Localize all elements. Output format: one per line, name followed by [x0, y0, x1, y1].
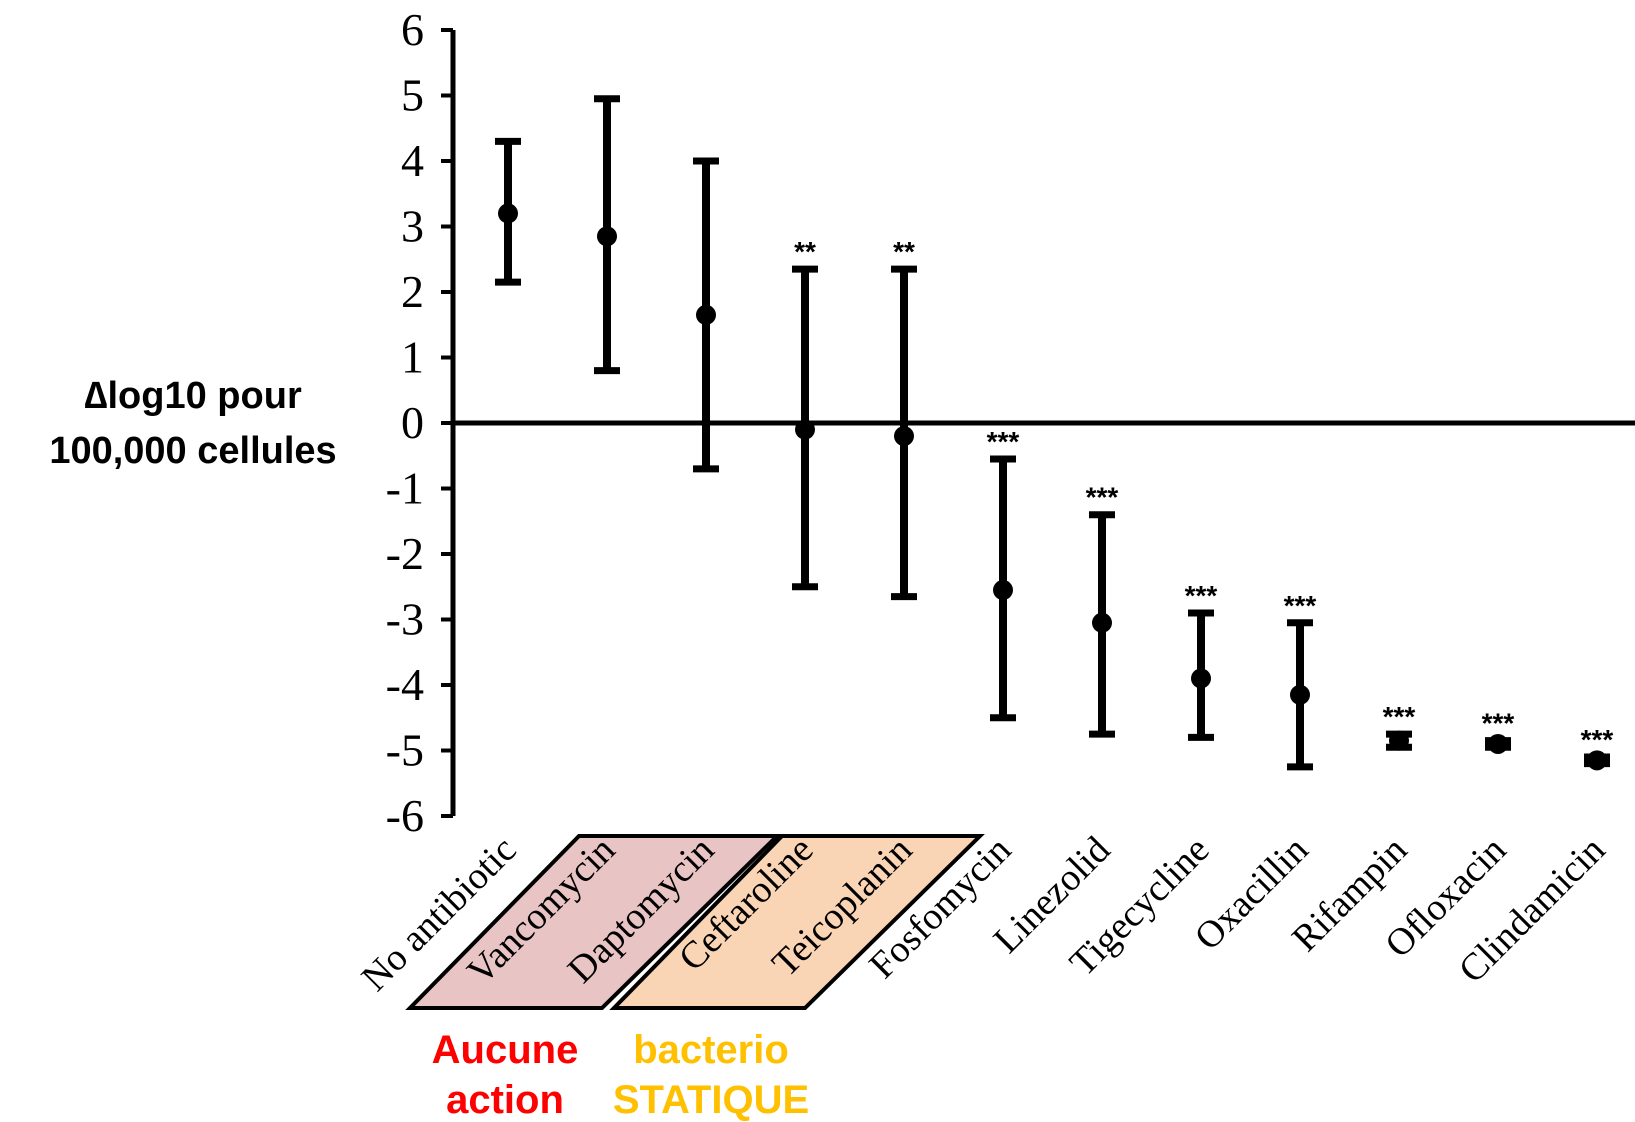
group-box-0 [405, 834, 782, 1010]
y-tick-label: 1 [401, 332, 424, 383]
y-tick-label: -4 [386, 659, 424, 710]
significance-label: *** [1581, 724, 1614, 755]
y-tick-label: -1 [386, 463, 424, 514]
marks [495, 95, 1610, 771]
y-tick-label: -2 [386, 528, 424, 579]
significance-label: ** [893, 236, 915, 267]
significance-label: ** [794, 236, 816, 267]
y-tick-label: 4 [401, 135, 424, 186]
significance-label: *** [987, 426, 1020, 457]
mean-point [1290, 684, 1310, 705]
y-tick-label: 0 [401, 397, 424, 448]
y-axis-label: ∆log10 pour [84, 375, 302, 417]
y-tick-label: 6 [401, 4, 424, 55]
group-boxes [405, 834, 985, 1010]
significance-label: *** [1086, 482, 1119, 513]
y-tick-label: -5 [386, 725, 424, 776]
group-box-1 [609, 834, 985, 1010]
group-label: Aucune [432, 1028, 579, 1072]
y-axis-label: 100,000 cellules [49, 430, 336, 472]
group-label: action [446, 1078, 564, 1122]
mean-point [696, 304, 716, 325]
mean-point [1389, 730, 1409, 751]
mean-point [894, 426, 914, 447]
significance-label: *** [1284, 590, 1317, 621]
mean-point [1092, 612, 1112, 633]
group-label: STATIQUE [613, 1078, 809, 1122]
significance-label: *** [1383, 701, 1416, 732]
mean-point [1587, 750, 1607, 771]
mean-point [597, 226, 617, 247]
y-tick-label: 2 [401, 266, 424, 317]
mean-point [498, 203, 518, 224]
axes: 6 5 4 3 2 1 0 -1 -2 -3 -4 -5 -6 [386, 4, 1635, 841]
mean-point [1488, 733, 1508, 754]
mean-point [993, 580, 1013, 601]
significance-label: *** [1482, 708, 1515, 739]
group-label: bacterio [633, 1028, 789, 1072]
y-tick-label: 5 [401, 70, 424, 121]
mean-point [795, 419, 815, 440]
y-tick-label: -3 [386, 594, 424, 645]
y-tick-label: 3 [401, 201, 424, 252]
y-tick-label: -6 [386, 790, 424, 841]
significance-label: *** [1185, 580, 1218, 611]
mean-point [1191, 668, 1211, 689]
